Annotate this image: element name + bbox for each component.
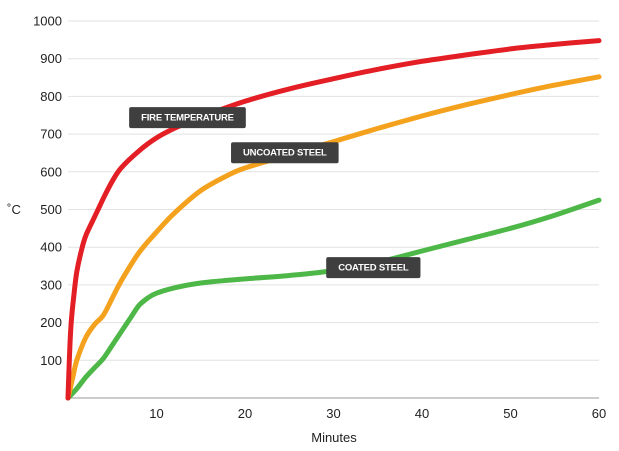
x-tick-label: 30 [326, 406, 340, 421]
annotation-label: COATED STEEL [326, 257, 421, 279]
annotation-text: UNCOATED STEEL [243, 148, 327, 159]
series-line-coated-steel [65, 197, 602, 401]
y-axis-label: ˚C [7, 202, 21, 217]
x-axis-label: Minutes [311, 430, 357, 445]
series-layer [65, 38, 602, 401]
x-tick-label: 60 [592, 406, 606, 421]
annotations: FIRE TEMPERATURE UNCOATED STEEL COATED STE… [129, 107, 421, 279]
x-axis-ticks: 10 20 30 40 50 60 [149, 406, 606, 421]
y-tick-label: 1000 [33, 14, 62, 29]
x-tick-label: 50 [503, 406, 517, 421]
series-line-uncoated-steel [65, 74, 602, 401]
annotation-box [129, 107, 246, 129]
gridlines [68, 20, 599, 361]
annotation-label: UNCOATED STEEL [231, 142, 339, 164]
y-tick-label: 100 [40, 353, 62, 368]
x-tick-label: 40 [415, 406, 429, 421]
series-line-fire-temperature [65, 38, 602, 401]
annotation-text: FIRE TEMPERATURE [141, 113, 234, 124]
y-tick-label: 300 [40, 277, 62, 292]
y-tick-label: 200 [40, 315, 62, 330]
y-axis-ticks: 100 200 300 400 500 600 700 800 900 1000 [33, 14, 62, 368]
x-tick-label: 20 [238, 406, 252, 421]
annotation-box [326, 257, 421, 279]
y-tick-label: 900 [40, 51, 62, 66]
annotation-label: FIRE TEMPERATURE [129, 107, 246, 129]
x-tick-label: 10 [149, 406, 163, 421]
annotation-box [231, 142, 339, 164]
y-tick-label: 700 [40, 127, 62, 142]
y-tick-label: 400 [40, 240, 62, 255]
y-tick-label: 800 [40, 89, 62, 104]
y-tick-label: 500 [40, 202, 62, 217]
annotation-text: COATED STEEL [338, 263, 409, 274]
y-tick-label: 600 [40, 164, 62, 179]
